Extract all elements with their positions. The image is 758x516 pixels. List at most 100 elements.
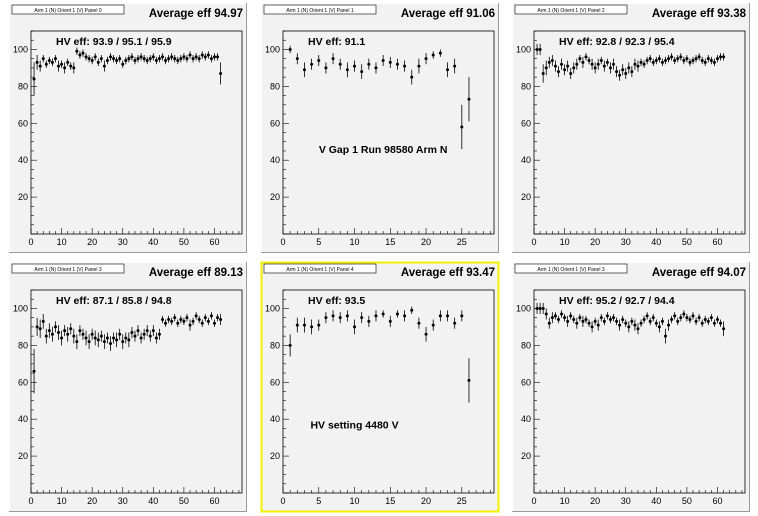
- x-tick-label: 10: [560, 496, 570, 506]
- data-point: [99, 54, 103, 63]
- data-point: [657, 54, 661, 63]
- panel-label-box: [11, 263, 125, 274]
- y-tick-label: 60: [270, 377, 280, 387]
- data-point: [219, 313, 223, 326]
- point-marker: [124, 336, 128, 340]
- point-marker: [345, 68, 349, 72]
- data-point: [417, 58, 421, 74]
- data-point: [191, 54, 195, 63]
- data-point: [621, 315, 625, 324]
- y-tick-label: 20: [270, 451, 280, 461]
- data-point: [682, 56, 686, 65]
- data-point: [612, 58, 616, 70]
- data-point: [660, 58, 664, 67]
- point-marker: [32, 77, 36, 81]
- point-marker: [550, 316, 554, 320]
- data-point: [102, 334, 106, 350]
- point-marker: [593, 319, 597, 323]
- data-point: [167, 54, 171, 63]
- data-point: [191, 317, 195, 326]
- data-point: [66, 58, 70, 67]
- data-point: [670, 315, 674, 324]
- data-point: [50, 58, 54, 67]
- data-point: [136, 325, 140, 337]
- point-marker: [209, 314, 213, 318]
- x-tick-label: 5: [316, 237, 321, 247]
- point-marker: [78, 329, 82, 333]
- data-point: [130, 53, 134, 61]
- data-point: [182, 317, 186, 326]
- data-point: [185, 54, 189, 63]
- data-point: [541, 64, 545, 83]
- data-point: [69, 323, 73, 335]
- y-tick-label: 60: [270, 118, 280, 128]
- panel-label: Arm 1 (N) Orient 1 (V) Panel 4: [286, 267, 353, 273]
- point-marker: [93, 55, 97, 59]
- data-point: [310, 58, 314, 70]
- data-point: [90, 56, 94, 65]
- point-marker: [99, 334, 103, 338]
- panel-label: Arm 1 (N) Orient 1 (V) Panel 3: [537, 267, 604, 273]
- data-point: [645, 56, 649, 65]
- point-marker: [615, 70, 619, 74]
- y-tick-label: 100: [265, 303, 280, 313]
- x-tick-label: 40: [651, 237, 661, 247]
- data-point: [139, 53, 143, 61]
- point-marker: [657, 325, 661, 329]
- point-marker: [191, 319, 195, 323]
- point-marker: [381, 59, 385, 63]
- point-marker: [584, 55, 588, 59]
- data-point: [599, 313, 603, 322]
- point-marker: [200, 53, 204, 57]
- point-marker: [167, 318, 171, 322]
- point-marker: [35, 325, 39, 329]
- panel-label-box: [263, 4, 377, 15]
- data-point: [157, 328, 161, 340]
- point-marker: [78, 53, 82, 57]
- point-marker: [60, 62, 64, 66]
- data-point: [173, 54, 177, 63]
- data-point: [712, 319, 716, 327]
- data-point: [453, 317, 457, 329]
- point-marker: [219, 318, 223, 322]
- x-tick-label: 0: [28, 496, 33, 506]
- point-marker: [639, 60, 643, 64]
- point-marker: [460, 314, 464, 318]
- point-marker: [203, 55, 207, 59]
- point-marker: [715, 318, 719, 322]
- point-marker: [302, 68, 306, 72]
- point-marker: [691, 59, 695, 63]
- point-marker: [145, 59, 149, 63]
- plot-pad: [261, 3, 499, 253]
- data-point: [636, 323, 640, 335]
- point-marker: [75, 340, 79, 344]
- point-marker: [96, 60, 100, 64]
- point-marker: [331, 57, 335, 61]
- data-point: [593, 317, 597, 326]
- data-point: [670, 53, 674, 61]
- pad-edge: [261, 3, 499, 253]
- data-point: [75, 47, 79, 55]
- point-marker: [535, 306, 539, 310]
- data-point: [703, 315, 707, 324]
- data-point: [157, 54, 161, 63]
- data-point: [395, 310, 399, 318]
- x-tick-label: 30: [621, 496, 631, 506]
- x-tick-label: 60: [209, 237, 219, 247]
- point-marker: [639, 321, 643, 325]
- data-point: [185, 313, 189, 322]
- point-marker: [569, 314, 573, 318]
- point-marker: [460, 125, 464, 129]
- point-marker: [410, 308, 414, 312]
- data-point: [170, 53, 174, 61]
- x-tick-label: 50: [179, 496, 189, 506]
- point-marker: [133, 59, 137, 63]
- x-tick-label: 5: [316, 496, 321, 506]
- point-marker: [63, 66, 67, 70]
- data-point: [703, 58, 707, 67]
- point-marker: [53, 57, 57, 61]
- point-marker: [87, 57, 91, 61]
- point-marker: [38, 64, 42, 68]
- point-marker: [566, 64, 570, 68]
- point-marker: [182, 55, 186, 59]
